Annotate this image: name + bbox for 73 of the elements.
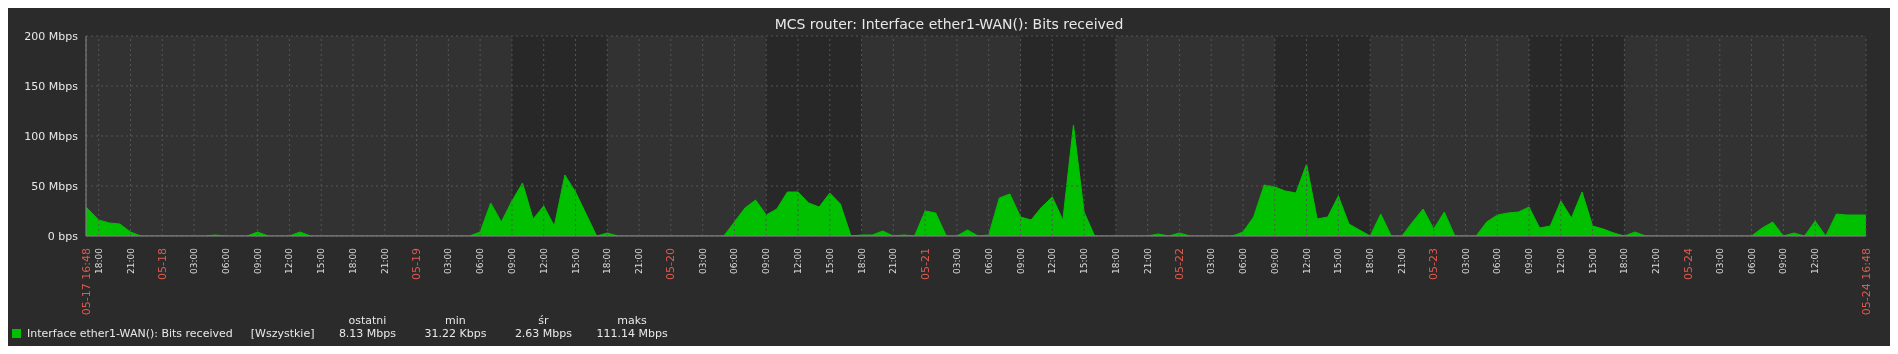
y-tick-label: 50 Mbps [31,179,79,193]
x-tick-label: 21:00 [1142,247,1153,274]
text: 31.22 Kbps [424,327,487,340]
y-tick-label: 100 Mbps [24,129,79,143]
x-tick-label: 15:00 [1333,247,1344,274]
x-tick-label: 15:00 [1587,247,1598,274]
text: 111.14 Mbps [596,327,668,340]
text: śr [538,314,549,327]
x-tick-label: 05-23 [1427,248,1441,280]
x-tick-label: 18:00 [1619,247,1630,274]
y-tick-label: 150 Mbps [24,79,79,93]
x-tick-label: 09:00 [761,247,772,274]
x-tick-label: 18:00 [1365,247,1376,274]
x-tick-label: 05-18 [155,248,169,280]
x-tick-label: 21:00 [125,247,136,274]
x-tick-label: 05-17 16:48 [79,248,93,316]
x-tick-label: 18:00 [348,247,358,274]
x-tick-label: 06:00 [729,247,740,274]
chart-title: MCS router: Interface ether1-WAN(): Bits received [774,16,1124,32]
x-tick-label: 15:00 [1079,247,1090,274]
text: 8.13 Mbps [338,327,397,340]
x-tick-label: 09:00 [1778,247,1789,274]
x-tick-label: 06:00 [983,247,994,274]
x-tick-label: 21:00 [634,247,645,274]
x-tick-label: 12:00 [793,247,803,274]
x-tick-label: 18:00 [93,247,104,274]
x-tick-label: 09:00 [506,247,517,274]
x-tick-label: 06:00 [475,247,486,274]
x-tick-label: 05-21 [918,248,932,280]
x-tick-label: 18:00 [602,247,613,274]
text: [Wszystkie] [250,327,315,340]
x-tick-label: 03:00 [1460,247,1471,274]
x-tick-label: 05-19 [410,248,424,280]
x-tick-label: 12:00 [284,247,295,274]
x-tick-label: 21:00 [888,247,899,274]
x-tick-label: 05-20 [664,248,678,280]
x-tick-label: 05-24 [1681,248,1695,280]
y-tick-label: 0 bps [47,229,79,243]
x-tick-label: 12:00 [1047,247,1058,274]
x-tick-label: 05-24 16:48 [1859,248,1873,316]
x-tick-label: 15:00 [570,247,581,274]
x-tick-label: 09:00 [1015,247,1026,274]
x-tick-label: 03:00 [1714,247,1725,274]
x-tick-label: 12:00 [1301,247,1312,274]
text: 2.63 Mbps [514,327,573,340]
x-tick-label: 15:00 [824,247,835,274]
x-tick-label: 12:00 [1555,247,1566,274]
text: min [445,314,466,327]
x-tick-label: 21:00 [1396,247,1407,274]
legend-label: Interface ether1-WAN(): Bits received [27,327,233,340]
x-tick-label: 09:00 [1524,247,1535,274]
x-tick-label: 18:00 [1110,247,1121,274]
x-tick-label: 12:00 [1810,247,1821,274]
x-tick-label: 06:00 [220,247,231,274]
x-tick-label: 03:00 [1206,247,1217,274]
x-tick-label: 03:00 [697,247,708,274]
x-tick-label: 15:00 [316,247,327,274]
x-tick-label: 18:00 [856,247,867,274]
y-tick-label: 200 Mbps [24,29,79,43]
x-tick-label: 06:00 [1238,247,1248,274]
text: maks [617,314,647,327]
x-tick-label: 21:00 [1651,247,1662,274]
x-tick-label: 05-22 [1172,248,1186,280]
x-tick-label: 03:00 [189,247,200,274]
x-tick-label: 06:00 [1492,247,1503,274]
text: ostatni [348,314,387,327]
x-tick-label: 06:00 [1746,247,1757,274]
x-tick-label: 09:00 [1269,247,1280,274]
x-tick-label: 12:00 [538,247,549,274]
x-tick-label: 21:00 [379,247,390,274]
x-tick-label: 09:00 [252,247,263,274]
x-tick-label: 03:00 [951,247,962,274]
x-tick-label: 03:00 [443,247,454,274]
